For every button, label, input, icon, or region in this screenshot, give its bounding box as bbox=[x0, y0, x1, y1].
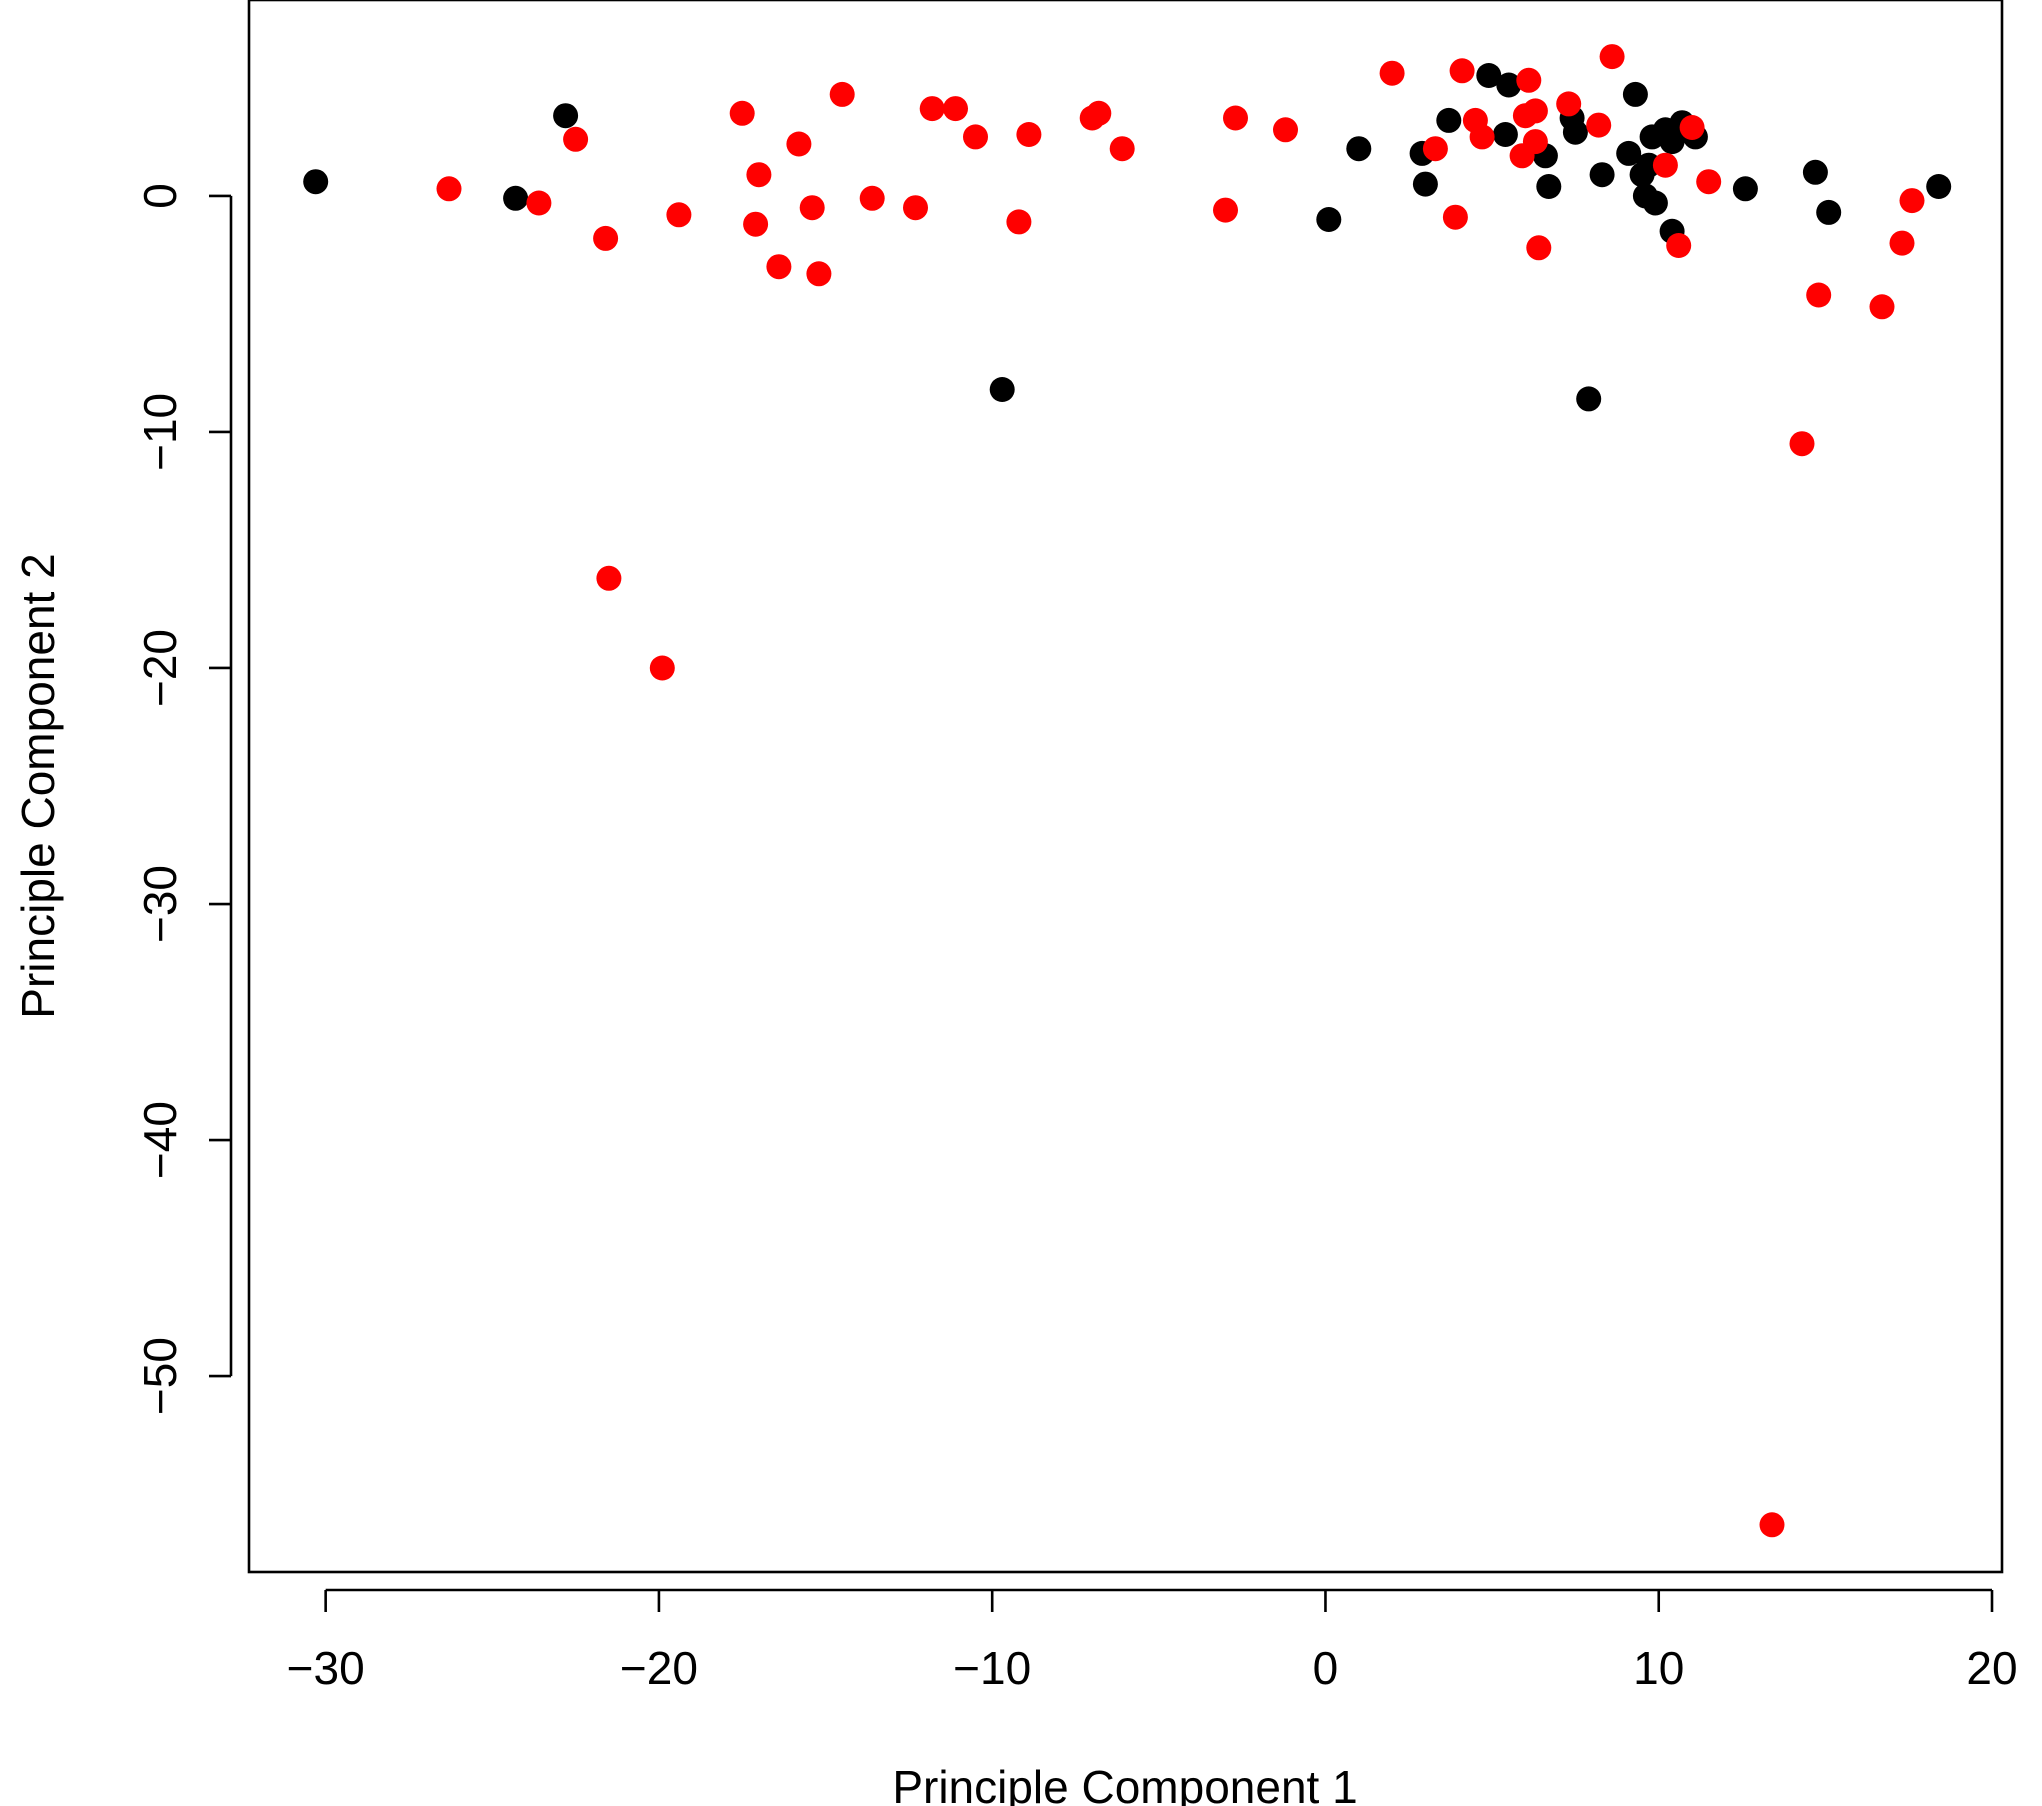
y-tick-label-1: −10 bbox=[134, 393, 186, 471]
data-point-red-4 bbox=[596, 565, 622, 591]
data-point-red-24 bbox=[1109, 136, 1135, 162]
data-point-red-20 bbox=[1006, 209, 1032, 235]
data-point-red-50 bbox=[1869, 294, 1895, 320]
data-point-red-21 bbox=[1016, 122, 1042, 147]
data-point-black-0 bbox=[303, 169, 329, 195]
x-tick-label-1: −20 bbox=[620, 1642, 698, 1694]
y-axis-title: Principle Component 2 bbox=[12, 553, 64, 1018]
data-point-red-38 bbox=[1522, 129, 1548, 155]
data-point-red-0 bbox=[436, 176, 462, 202]
data-point-black-26 bbox=[1659, 129, 1685, 155]
data-point-black-15 bbox=[1562, 119, 1588, 145]
data-point-red-48 bbox=[1789, 431, 1815, 457]
data-point-black-7 bbox=[1412, 171, 1438, 197]
x-axis-title: Principle Component 1 bbox=[892, 1761, 1357, 1806]
data-point-red-10 bbox=[766, 254, 792, 280]
data-point-red-15 bbox=[859, 185, 885, 211]
points-layer bbox=[303, 44, 1952, 1538]
data-point-red-27 bbox=[1273, 117, 1298, 143]
data-point-black-9 bbox=[1476, 63, 1502, 88]
data-point-red-51 bbox=[1889, 230, 1915, 256]
data-point-red-1 bbox=[526, 190, 552, 216]
x-tick-label-4: 10 bbox=[1633, 1642, 1684, 1694]
data-point-red-23 bbox=[1086, 100, 1112, 126]
y-tick-label-4: −40 bbox=[134, 1101, 186, 1179]
data-point-red-28 bbox=[1379, 60, 1405, 86]
data-point-black-2 bbox=[553, 103, 579, 129]
data-point-black-8 bbox=[1436, 107, 1462, 133]
data-point-red-12 bbox=[799, 195, 825, 221]
data-point-red-46 bbox=[1696, 169, 1722, 195]
data-point-black-1 bbox=[503, 185, 529, 211]
data-point-red-2 bbox=[563, 126, 589, 152]
data-point-red-49 bbox=[1806, 282, 1832, 308]
data-point-black-19 bbox=[1622, 81, 1648, 107]
data-point-red-31 bbox=[1449, 58, 1475, 84]
data-point-black-24 bbox=[1642, 190, 1668, 216]
y-axis: 0 −10 −20 −30 −40 −50 bbox=[134, 183, 233, 1415]
data-point-red-26 bbox=[1223, 105, 1248, 131]
data-point-red-30 bbox=[1442, 204, 1468, 230]
data-point-red-9 bbox=[746, 162, 772, 188]
data-point-red-44 bbox=[1666, 233, 1692, 258]
data-point-red-18 bbox=[943, 96, 968, 122]
x-axis: −30 −20 −10 0 10 20 bbox=[287, 1588, 2018, 1694]
data-point-black-4 bbox=[1316, 207, 1342, 232]
data-point-black-13 bbox=[1536, 174, 1562, 199]
data-point-red-52 bbox=[1899, 188, 1925, 214]
data-point-red-36 bbox=[1516, 67, 1542, 93]
data-point-red-43 bbox=[1652, 152, 1678, 178]
data-point-black-5 bbox=[1346, 136, 1372, 162]
data-point-red-29 bbox=[1422, 136, 1448, 162]
data-point-red-14 bbox=[829, 81, 855, 107]
data-point-red-8 bbox=[743, 211, 769, 237]
data-point-black-30 bbox=[1732, 176, 1758, 202]
data-point-red-45 bbox=[1679, 115, 1705, 140]
data-point-black-10 bbox=[1492, 122, 1518, 147]
x-tick-label-5: 20 bbox=[1966, 1642, 2017, 1694]
x-tick-label-3: 0 bbox=[1313, 1642, 1339, 1694]
y-tick-label-2: −20 bbox=[134, 629, 186, 707]
data-point-red-7 bbox=[729, 100, 755, 126]
data-point-black-18 bbox=[1616, 140, 1642, 166]
data-point-red-42 bbox=[1599, 44, 1625, 70]
data-point-red-25 bbox=[1213, 197, 1238, 223]
data-point-red-5 bbox=[649, 655, 675, 681]
data-point-red-40 bbox=[1556, 91, 1582, 117]
data-point-red-17 bbox=[919, 96, 945, 122]
data-point-black-11 bbox=[1496, 72, 1522, 98]
data-point-red-41 bbox=[1586, 112, 1612, 138]
data-point-red-13 bbox=[806, 261, 832, 287]
y-tick-label-0: 0 bbox=[134, 183, 186, 209]
x-tick-label-0: −30 bbox=[287, 1642, 365, 1694]
data-point-red-11 bbox=[786, 131, 812, 157]
x-tick-label-2: −10 bbox=[953, 1642, 1031, 1694]
y-tick-label-3: −30 bbox=[134, 865, 186, 943]
data-point-red-39 bbox=[1526, 235, 1552, 261]
data-point-black-33 bbox=[1926, 174, 1952, 199]
plot-frame bbox=[247, 0, 2004, 1574]
data-point-black-32 bbox=[1816, 199, 1842, 225]
data-point-red-19 bbox=[963, 124, 988, 150]
data-point-red-3 bbox=[593, 225, 619, 251]
data-point-red-47 bbox=[1759, 1512, 1785, 1538]
data-point-red-37 bbox=[1522, 98, 1548, 124]
data-point-black-3 bbox=[989, 377, 1015, 402]
data-point-red-33 bbox=[1469, 124, 1495, 150]
data-point-black-16 bbox=[1576, 386, 1602, 412]
data-point-black-31 bbox=[1802, 159, 1828, 185]
data-point-black-17 bbox=[1589, 162, 1615, 188]
data-point-red-6 bbox=[666, 202, 692, 228]
y-tick-label-5: −50 bbox=[134, 1337, 186, 1415]
data-point-red-16 bbox=[903, 195, 928, 221]
